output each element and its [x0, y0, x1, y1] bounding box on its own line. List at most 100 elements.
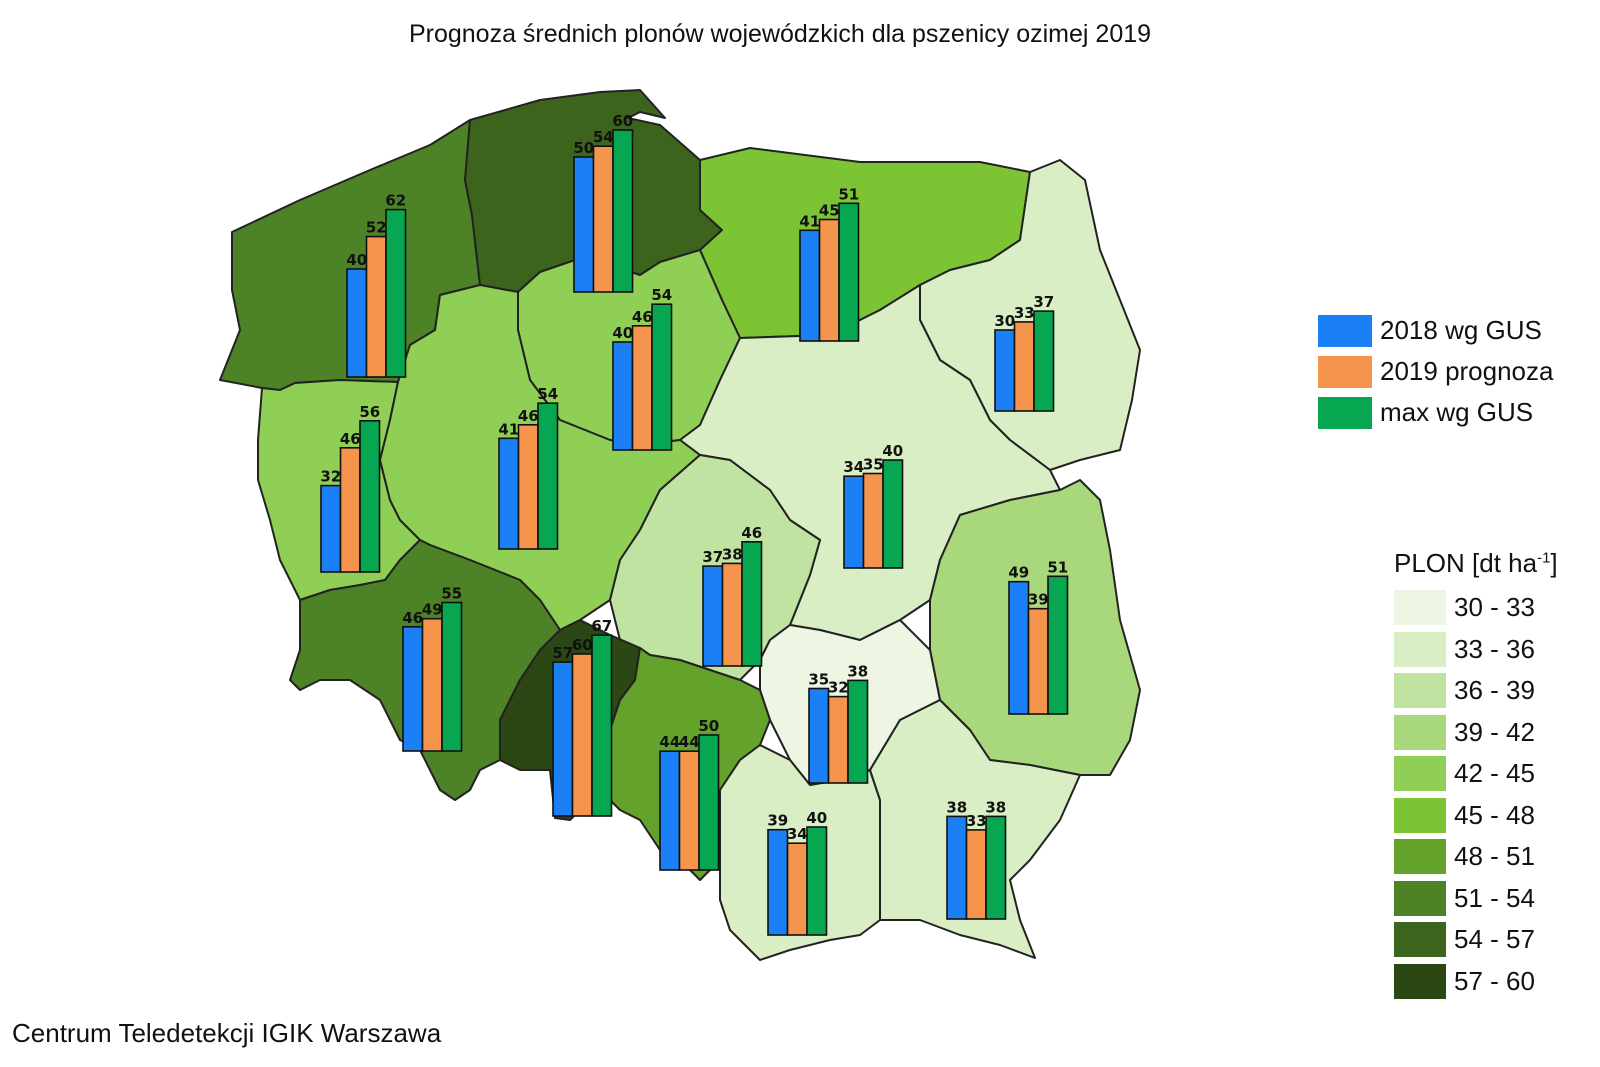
- bar-2019: [592, 145, 614, 293]
- bar-value-label: 67: [591, 617, 612, 635]
- legend-swatch-2019: [1318, 355, 1372, 388]
- bar-value-label: 34: [843, 458, 864, 476]
- bar-value-label: 40: [882, 442, 903, 460]
- bar-max: [882, 459, 904, 569]
- bar-value-label: 39: [1028, 591, 1049, 609]
- class-legend-swatch: [1394, 756, 1446, 792]
- bar-max: [1033, 310, 1055, 412]
- class-legend-swatch: [1394, 963, 1446, 999]
- bar-max: [359, 419, 381, 573]
- class-legend-label: 33 - 36: [1454, 633, 1535, 664]
- bar-value-label: 54: [593, 128, 614, 146]
- class-legend-title: PLON [dt ha-1]: [1394, 548, 1558, 578]
- bar-2018: [573, 156, 595, 293]
- bar-value-label: 46: [632, 308, 653, 326]
- class-legend-label: 48 - 51: [1454, 841, 1535, 872]
- bar-value-label: 49: [1008, 564, 1029, 582]
- bar-2019: [965, 829, 987, 920]
- legend-label-2018: 2018 wg GUS: [1380, 315, 1542, 345]
- bar-value-label: 40: [612, 324, 633, 342]
- bar-2018: [402, 625, 424, 752]
- legend-item-2019: 2019 prognoza: [1318, 351, 1553, 392]
- class-legend-label: 36 - 39: [1454, 675, 1535, 706]
- bar-value-label: 32: [320, 468, 341, 486]
- bar-max: [806, 826, 828, 936]
- bar-value-label: 46: [518, 407, 539, 425]
- bar-2018: [702, 565, 724, 667]
- legend-label-2019: 2019 prognoza: [1380, 356, 1554, 386]
- class-legend-swatch: [1394, 714, 1446, 750]
- bar-value-label: 60: [612, 112, 633, 130]
- legend-swatch-2018: [1318, 314, 1372, 347]
- class-legend-swatch: [1394, 631, 1446, 667]
- class-legend-item: 51 - 54: [1394, 878, 1558, 920]
- class-legend-item: 39 - 42: [1394, 712, 1558, 754]
- bar-2018: [659, 750, 681, 871]
- class-legend-label: 45 - 48: [1454, 799, 1535, 830]
- legend-item-max: max wg GUS: [1318, 392, 1553, 433]
- bar-value-label: 40: [346, 251, 367, 269]
- class-legend-label: 57 - 60: [1454, 965, 1535, 996]
- class-legend-swatch: [1394, 797, 1446, 833]
- class-legend-swatch: [1394, 590, 1446, 626]
- legend-swatch-max: [1318, 396, 1372, 429]
- class-legend-item: 57 - 60: [1394, 961, 1558, 1003]
- bar-2018: [799, 229, 821, 342]
- bar-value-label: 45: [819, 202, 840, 220]
- bar-2018: [994, 329, 1016, 412]
- class-legend-swatch: [1394, 673, 1446, 709]
- bar-2019: [678, 750, 700, 871]
- bar-value-label: 32: [828, 679, 849, 697]
- bar-2019: [721, 562, 743, 667]
- bar-max: [537, 402, 559, 550]
- bar-value-label: 38: [722, 545, 743, 563]
- class-legend-label: 51 - 54: [1454, 882, 1535, 913]
- bar-max: [847, 679, 869, 784]
- bar-value-label: 51: [1047, 558, 1068, 576]
- bar-value-label: 44: [659, 733, 680, 751]
- bar-max: [651, 303, 673, 451]
- class-legend-item: 33 - 36: [1394, 629, 1558, 671]
- bar-value-label: 55: [441, 585, 462, 603]
- bar-value-label: 39: [767, 812, 788, 830]
- bar-value-label: 54: [537, 385, 558, 403]
- bar-max: [441, 601, 463, 752]
- bar-2018: [498, 437, 520, 550]
- bar-max: [698, 734, 720, 871]
- bar-value-label: 34: [787, 825, 808, 843]
- bar-value-label: 46: [402, 609, 423, 627]
- bar-2019: [827, 695, 849, 784]
- series-legend: 2018 wg GUS 2019 prognoza max wg GUS: [1318, 310, 1553, 433]
- class-legend-item: 54 - 57: [1394, 919, 1558, 961]
- bar-value-label: 41: [498, 420, 519, 438]
- bar-value-label: 38: [847, 662, 868, 680]
- bar-max: [612, 129, 634, 293]
- bar-max: [985, 815, 1007, 920]
- bar-value-label: 35: [863, 456, 884, 474]
- bar-2018: [612, 341, 634, 451]
- bar-value-label: 46: [741, 524, 762, 542]
- bar-value-label: 37: [702, 548, 723, 566]
- bar-value-label: 38: [985, 798, 1006, 816]
- bar-value-label: 56: [359, 403, 380, 421]
- bar-value-label: 50: [573, 139, 594, 157]
- bar-max: [741, 540, 763, 667]
- bar-value-label: 44: [679, 733, 700, 751]
- bar-max: [591, 634, 613, 817]
- bar-2019: [571, 653, 593, 817]
- bar-2019: [631, 324, 653, 451]
- bar-max: [1047, 575, 1069, 715]
- region-podkarpackie: [869, 699, 1081, 959]
- class-legend-item: 36 - 39: [1394, 670, 1558, 712]
- bar-value-label: 33: [1014, 304, 1035, 322]
- map-title: Prognoza średnich plonów wojewódzkich dl…: [408, 20, 1152, 48]
